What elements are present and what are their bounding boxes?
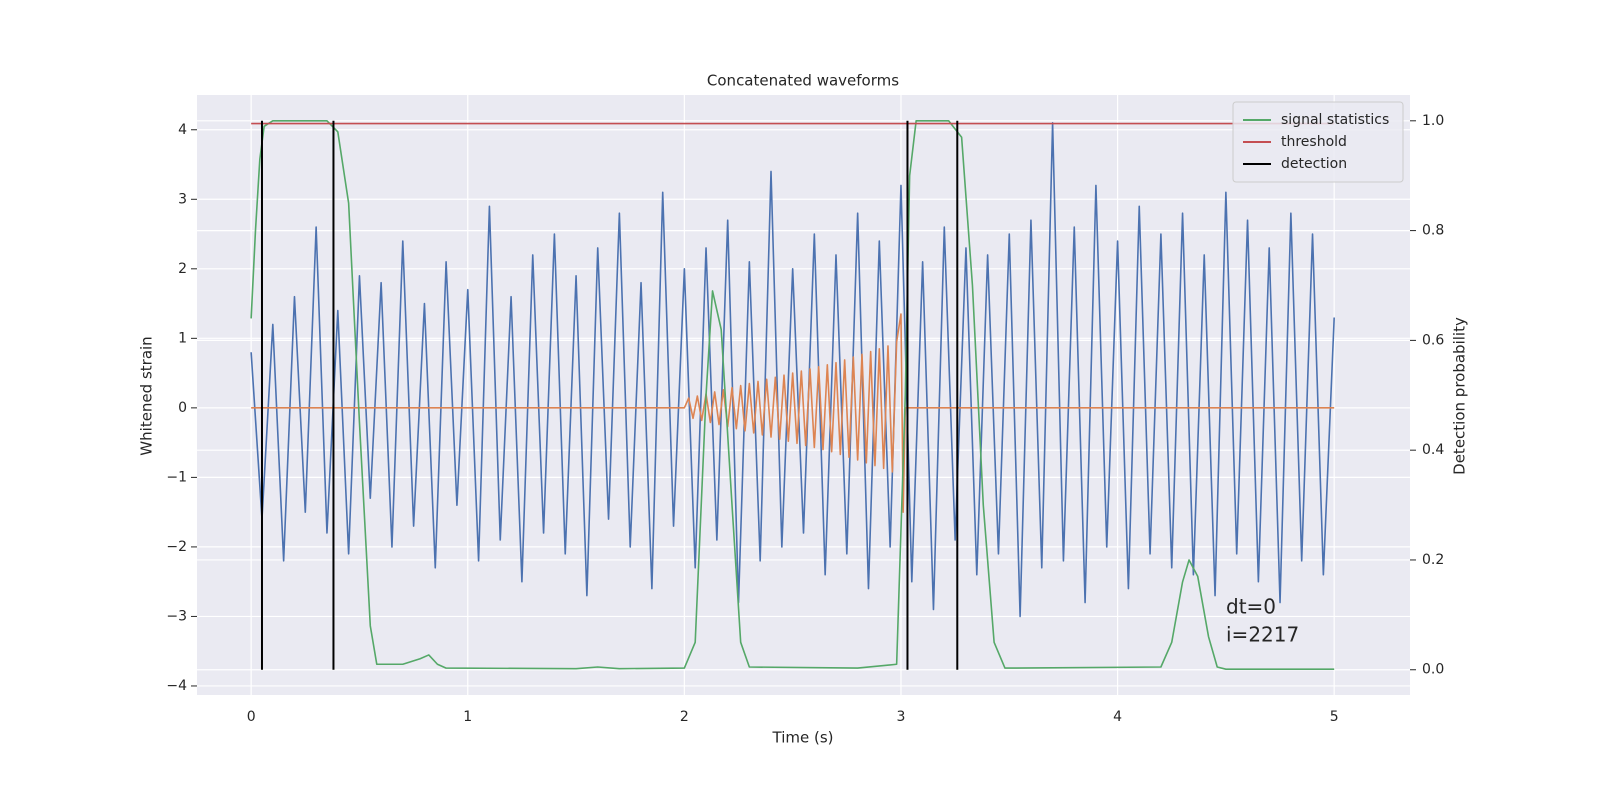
y-tick-label: 1	[178, 330, 187, 346]
y2-tick-label: 0.6	[1422, 332, 1444, 348]
y-tick-label: 3	[178, 191, 187, 207]
y2-tick-label: 0.8	[1422, 223, 1444, 239]
legend-label: threshold	[1281, 134, 1347, 150]
legend-label: signal statistics	[1281, 112, 1389, 128]
series-line	[250, 122, 1335, 618]
x-tick-label: 3	[897, 709, 906, 725]
y-tick-label: −3	[166, 608, 187, 624]
chart-title: Concatenated waveforms	[707, 72, 899, 90]
x-tick-label: 1	[463, 709, 472, 725]
y-tick-label: −2	[166, 539, 187, 555]
axes: 0 1 2 3 4 5 −4 −3 −2 −1 0 1 2 3 4 0.0 0.2 0.4 0.6 0.8 1.0	[166, 113, 1444, 725]
y-axis-label: Whitened strain	[138, 336, 156, 455]
x-tick-label: 5	[1330, 709, 1339, 725]
legend-label: detection	[1281, 156, 1347, 172]
y-tick-label: 0	[178, 400, 187, 416]
y2-tick-label: 1.0	[1422, 113, 1444, 129]
x-tick-label: 0	[247, 709, 256, 725]
legend: signal statistics threshold detection	[1232, 101, 1404, 183]
legend-box	[1232, 101, 1404, 183]
annotation: i=2217	[1226, 623, 1299, 647]
y-tick-label: −4	[166, 678, 187, 694]
y2-tick-label: 0.2	[1422, 552, 1444, 568]
x-tick-label: 2	[680, 709, 689, 725]
y2-axis-label: Detection probability	[1451, 317, 1469, 475]
series-line	[251, 313, 1335, 513]
y2-tick-label: 0.4	[1422, 442, 1444, 458]
x-tick-label: 4	[1113, 709, 1122, 725]
marks	[250, 120, 1335, 670]
annotation: dt=0	[1226, 595, 1276, 619]
y2-tick-label: 0.0	[1422, 662, 1444, 678]
y-tick-label: 4	[178, 122, 187, 138]
y-tick-label: 2	[178, 261, 187, 277]
series-line	[250, 120, 1335, 670]
x-axis-label: Time (s)	[772, 729, 834, 747]
y-tick-label: −1	[166, 469, 187, 485]
